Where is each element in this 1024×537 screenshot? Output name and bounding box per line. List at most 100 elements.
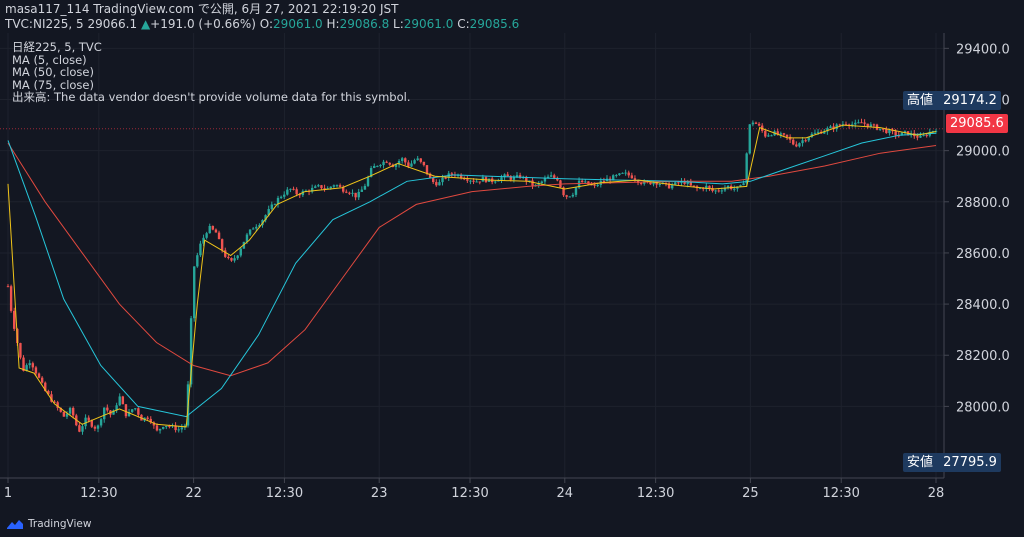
high-price-tag: 高値 29174.2	[903, 91, 1001, 110]
candle-body	[723, 187, 727, 191]
candle-body	[53, 401, 56, 403]
candle-body	[872, 124, 876, 126]
candle-body	[193, 266, 196, 319]
candle-body	[81, 426, 84, 432]
legend-ma5[interactable]: MA (5, close)	[12, 52, 87, 67]
candle-body	[652, 181, 655, 185]
candle-body	[829, 126, 832, 129]
candle-body	[341, 186, 345, 192]
footer-brand[interactable]: TradingView	[6, 515, 91, 533]
candle-body	[472, 180, 475, 182]
candle-body	[807, 137, 810, 141]
candle-body	[506, 174, 509, 177]
symbol-label: TVC:NI225, 5	[5, 17, 84, 31]
candle-body	[466, 179, 469, 181]
candle-body	[248, 229, 252, 235]
candle-body	[764, 130, 767, 137]
candle-body	[103, 407, 106, 420]
candle-body	[863, 122, 866, 124]
candle-body	[714, 190, 717, 192]
candle-body	[518, 175, 522, 178]
candle-body	[323, 188, 326, 190]
candle-body	[866, 123, 869, 127]
legend-ma50[interactable]: MA (50, close)	[12, 65, 94, 79]
change-value: +191.0 (+0.66%)	[150, 17, 256, 31]
candle-body	[279, 196, 283, 198]
candle-body	[357, 191, 360, 198]
candle-body	[239, 248, 242, 256]
candle-body	[478, 181, 481, 183]
candle-body	[255, 226, 258, 229]
legend-volume[interactable]: 出来高: The data vendor doesn't provide vol…	[12, 90, 411, 104]
candle-body	[363, 185, 367, 190]
candle-body	[882, 128, 885, 130]
candle-body	[593, 184, 596, 186]
candle-body	[745, 153, 748, 184]
candle-body	[211, 225, 215, 230]
candle-body	[354, 192, 357, 198]
candle-body	[124, 404, 128, 417]
candle-body	[245, 234, 249, 242]
candle-body	[705, 185, 708, 190]
candle-body	[459, 174, 463, 179]
candle-body	[444, 177, 447, 179]
candle-body	[813, 132, 817, 134]
candle-body	[22, 357, 25, 371]
legend-symbol[interactable]: 日経225, 5, TVC	[12, 40, 102, 54]
candle-body	[366, 176, 370, 186]
candle-body	[329, 186, 332, 189]
candle-body	[639, 182, 643, 184]
candle-body	[425, 165, 429, 174]
candle-body	[106, 407, 109, 411]
candle-body	[860, 122, 863, 124]
candle-body	[512, 177, 516, 180]
candle-body	[739, 185, 742, 187]
candle-body	[407, 162, 410, 167]
x-tick-label: 12:30	[822, 486, 859, 501]
candle-body	[618, 173, 621, 176]
candle-body	[40, 377, 44, 383]
candle-body	[19, 343, 22, 358]
candle-body	[369, 168, 373, 177]
candle-body	[655, 181, 658, 185]
candle-body	[180, 427, 184, 430]
candle-body	[857, 122, 860, 124]
candle-body	[276, 197, 280, 205]
candle-body	[295, 189, 298, 195]
candle-body	[525, 176, 528, 182]
candle-body	[667, 183, 671, 189]
candle-body	[158, 428, 162, 431]
high-label: H:	[326, 17, 340, 31]
candle-body	[121, 396, 125, 405]
low-price-tag: 安値 27795.9	[903, 453, 1001, 472]
x-tick-label: 25	[742, 486, 759, 501]
legend-ma75[interactable]: MA (75, close)	[12, 77, 94, 92]
candle-body	[888, 129, 891, 134]
candle-body	[310, 187, 314, 192]
candle-body	[549, 175, 553, 177]
x-tick-label: 12:30	[451, 486, 488, 501]
candle-body	[59, 407, 62, 412]
candle-body	[903, 131, 907, 133]
candle-body	[34, 367, 38, 374]
candle-body	[127, 411, 131, 417]
candle-body	[683, 180, 686, 184]
open-value: 29061.0	[273, 17, 323, 31]
candle-body	[314, 186, 317, 188]
candle-body	[612, 175, 615, 181]
x-tick-label: 1	[4, 486, 12, 501]
time-axis: 1 12:30 22 12:30 23 12:30 24 12:30 25 12:30 28	[4, 478, 944, 501]
candle-body	[317, 185, 320, 187]
candle-body	[543, 178, 547, 182]
candle-body	[553, 175, 556, 178]
candle-body	[410, 163, 413, 167]
chart-header: masa117_114 TradingView.com で公開, 6月 27, …	[5, 2, 945, 32]
candle-body	[562, 187, 565, 196]
candle-body	[233, 258, 236, 261]
candle-body	[298, 194, 301, 196]
candle-body	[230, 258, 233, 261]
candle-body	[50, 394, 53, 402]
candle-body	[494, 181, 497, 183]
candle-body	[112, 410, 115, 415]
